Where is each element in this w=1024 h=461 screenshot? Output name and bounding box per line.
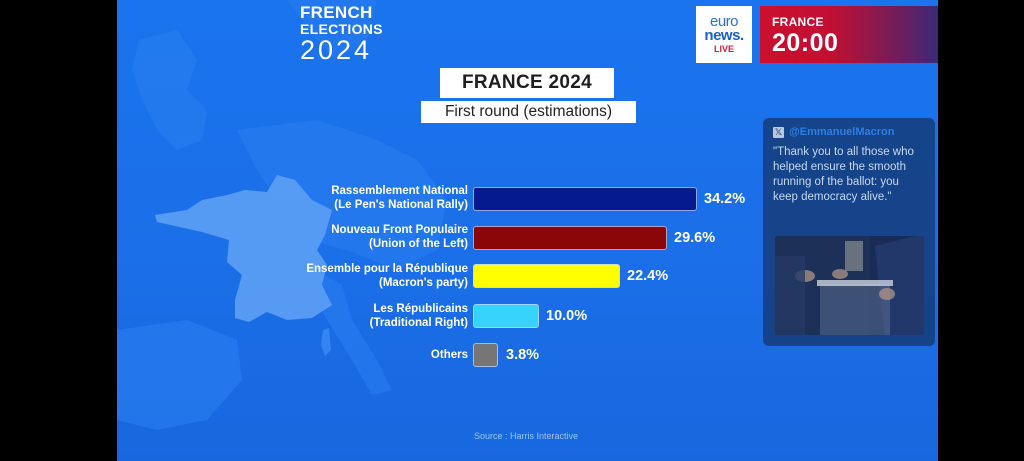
euronews-logo: euro news. LIVE [696, 6, 752, 63]
bar-rn [473, 187, 697, 211]
logo-euro: euro [709, 12, 739, 30]
party-name: Others [430, 349, 468, 361]
brand-line-2: ELECTIONS [300, 21, 383, 37]
party-subname: (Union of the Left) [368, 238, 468, 250]
brand-year: 2024 [300, 35, 373, 65]
value-label: 10.0% [546, 308, 588, 324]
bar-nfp [473, 226, 667, 250]
party-subname: (Traditional Right) [369, 317, 468, 329]
bar-lr [473, 304, 539, 328]
europe-map [117, 0, 447, 430]
party-name: Nouveau Front Populaire [331, 224, 468, 236]
chart-row-ens: Ensemble pour la République (Macron's pa… [117, 262, 938, 294]
party-name: Les Républicains [373, 303, 468, 315]
brand-line-1: FRENCH [300, 3, 373, 22]
value-label: 22.4% [627, 268, 669, 284]
bar-others [473, 343, 498, 367]
time-country: FRANCE [772, 15, 824, 29]
party-label: Rassemblement National (Le Pen's Nationa… [331, 184, 468, 212]
tweet-card: 𝕏 @EmmanuelMacron "Thank you to all thos… [763, 118, 935, 346]
party-label: Les Républicains (Traditional Right) [370, 302, 468, 330]
broadcast-time: 20:00 [772, 29, 839, 57]
party-label: Nouveau Front Populaire (Union of the Le… [331, 223, 468, 251]
chart-subtitle: First round (estimations) [421, 101, 636, 123]
ballot-box-photo [775, 236, 924, 335]
value-label: 29.6% [674, 230, 716, 246]
party-subname: (Macron's party) [378, 277, 468, 289]
party-name: Ensemble pour la République [306, 263, 468, 275]
tweet-header: 𝕏 @EmmanuelMacron [773, 125, 925, 139]
chart-title: FRANCE 2024 [440, 68, 614, 98]
ballot-photo-illustration [775, 236, 924, 335]
chart-row-others: Others 3.8% [117, 343, 938, 373]
bar-ens [473, 264, 620, 288]
chart-row-lr: Les Républicains (Traditional Right) 10.… [117, 302, 938, 334]
party-label: Others [431, 348, 468, 362]
party-subname: (Le Pen's National Rally) [334, 199, 468, 211]
logo-news: news. [704, 27, 744, 45]
x-logo-icon: 𝕏 [773, 126, 784, 138]
time-banner: FRANCE 20:00 [760, 6, 938, 63]
source-note: Source : Harris Interactive [474, 431, 579, 441]
party-label: Ensemble pour la République (Macron's pa… [306, 262, 468, 290]
broadcast-frame: FRENCH ELECTIONS 2024 euro news. LIVE FR… [117, 0, 938, 461]
chart-row-nfp: Nouveau Front Populaire (Union of the Le… [117, 223, 938, 256]
chart-row-rn: Rassemblement National (Le Pen's Nationa… [117, 184, 938, 217]
live-badge: LIVE [713, 44, 734, 55]
value-label: 34.2% [704, 191, 746, 207]
elections-brand: FRENCH ELECTIONS 2024 [300, 4, 383, 64]
tweet-handle: @EmmanuelMacron [789, 126, 895, 138]
party-name: Rassemblement National [331, 185, 468, 197]
tweet-quote: "Thank you to all those who helped ensur… [773, 146, 914, 203]
value-label: 3.8% [506, 347, 540, 363]
